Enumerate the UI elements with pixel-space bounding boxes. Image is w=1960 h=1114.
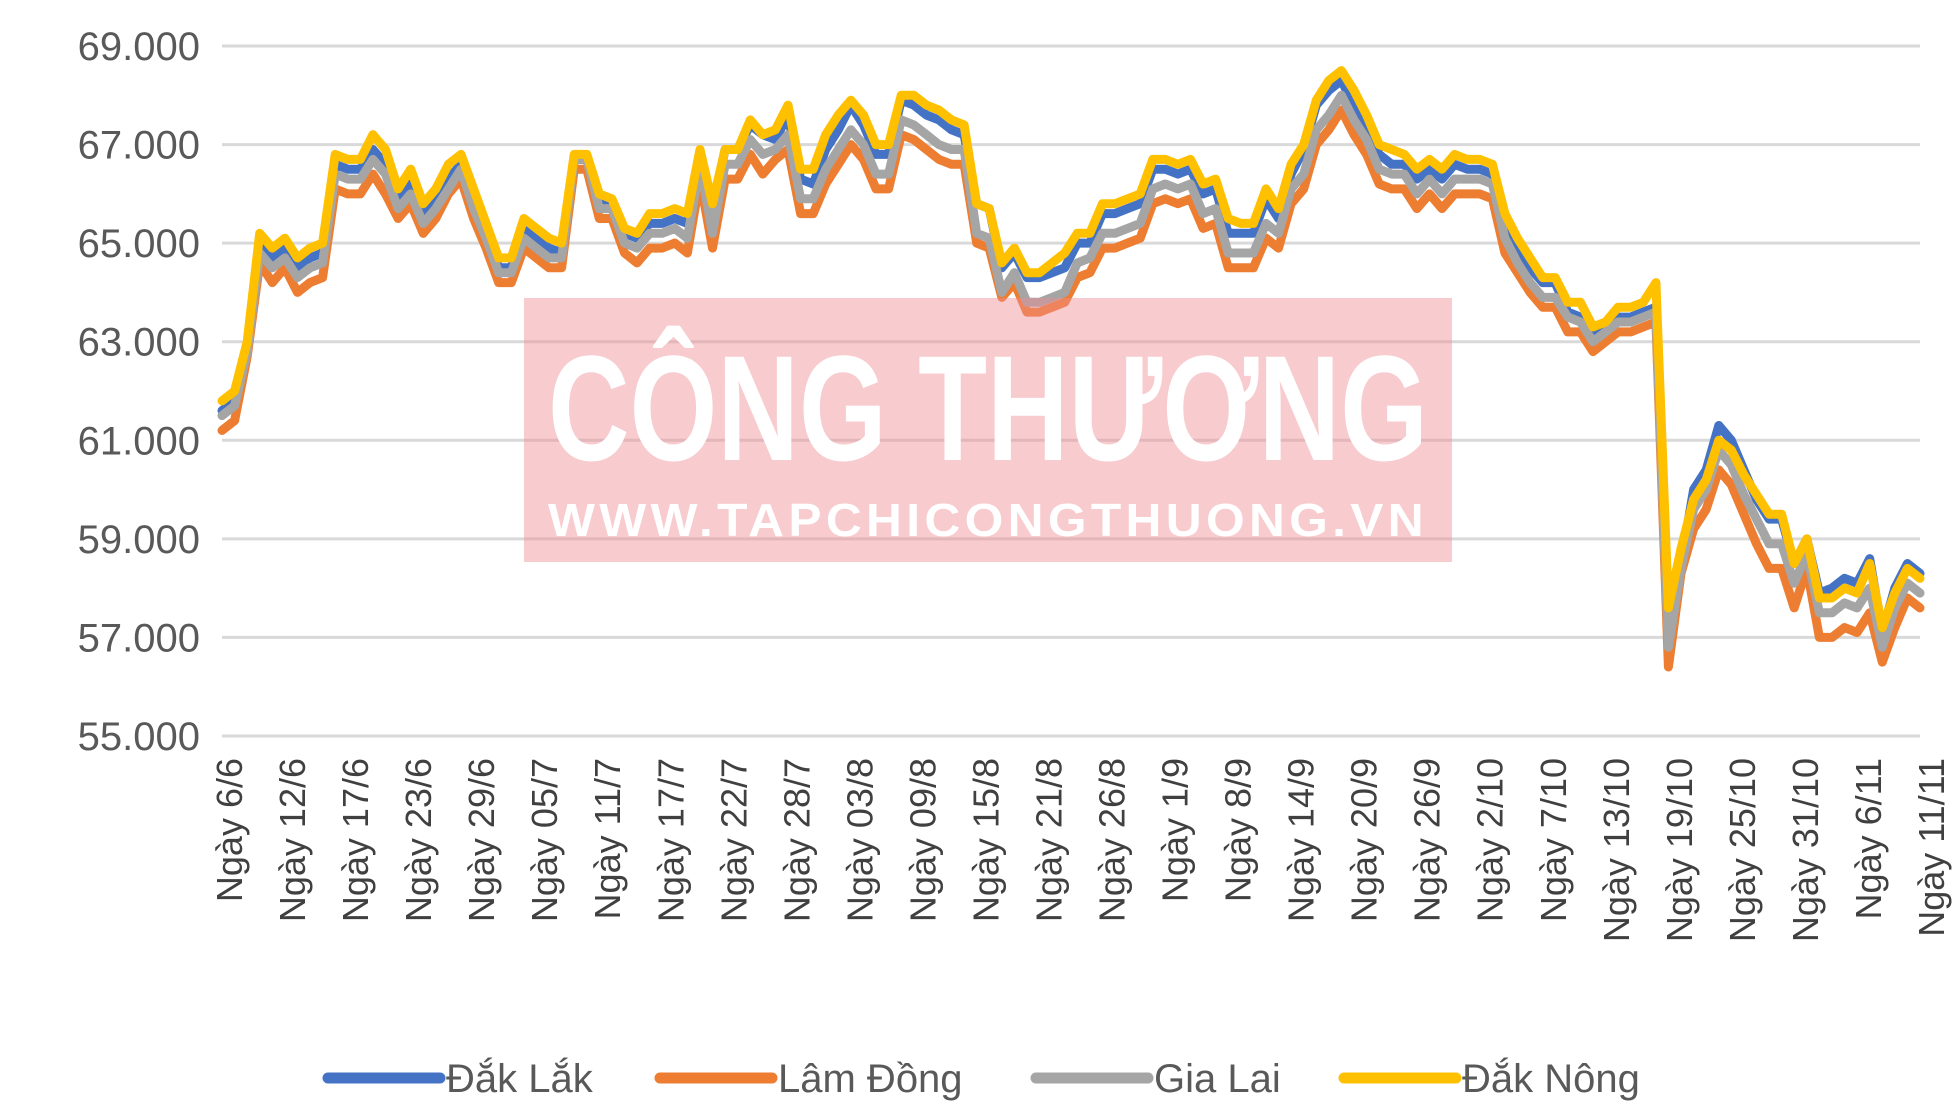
legend-label-2: Gia Lai [1154,1057,1281,1101]
x-tick-label: Ngày 6/11 [1848,758,1889,919]
y-tick-label: 61.000 [78,419,200,463]
x-tick-label: Ngày 6/6 [209,758,250,902]
series-line-3 [217,66,1925,633]
series-lines [217,66,1925,672]
x-tick-label: Ngày 28/7 [776,758,817,922]
x-tick-label: Ngày 20/9 [1344,758,1385,922]
x-tick-label: Ngày 22/7 [713,758,754,922]
y-tick-label: 55.000 [78,715,200,759]
y-tick-label: 67.000 [78,124,200,168]
x-tick-label: Ngày 12/6 [272,758,313,922]
x-tick-label: Ngày 17/7 [650,758,691,922]
x-tick-label: Ngày 29/6 [461,758,502,922]
x-tick-label: Ngày 7/10 [1533,758,1574,922]
series-line-1 [217,105,1925,672]
x-tick-label: Ngày 11/7 [587,758,628,919]
y-tick-label: 69.000 [78,25,200,69]
x-tick-label: Ngày 31/10 [1785,758,1826,942]
y-tick-label: 57.000 [78,616,200,660]
x-tick-label: Ngày 17/6 [335,758,376,922]
y-tick-label: 59.000 [78,518,200,562]
x-axis-ticks: Ngày 6/6 Ngày 12/6 Ngày 17/6 Ngày 23/6 Ngày … [209,758,1952,942]
x-tick-label: Ngày 8/9 [1218,758,1259,902]
watermark-title: CÔNG THƯƠNG [548,324,1428,492]
x-tick-label: Ngày 25/10 [1722,758,1763,942]
x-tick-label: Ngày 05/7 [524,758,565,922]
x-tick-label: Ngày 26/9 [1407,758,1448,922]
x-tick-label: Ngày 21/8 [1028,758,1069,922]
x-tick-label: Ngày 15/8 [965,758,1006,922]
watermark-background [524,298,1452,562]
legend-label-1: Lâm Đồng [778,1057,963,1101]
x-tick-label: Ngày 11/11 [1911,758,1952,937]
y-axis-ticks: 55.000 57.000 59.000 61.000 63.000 65.000 67.0… [78,25,200,759]
x-tick-label: Ngày 09/8 [902,758,943,922]
x-tick-label: Ngày 13/10 [1596,758,1637,942]
x-tick-label: Ngày 26/8 [1092,758,1133,922]
legend: Đắk Lắk Lâm Đồng Gia Lai Đắk Nông [322,1056,1640,1101]
y-tick-label: 65.000 [78,222,200,266]
x-tick-label: Ngày 19/10 [1659,758,1700,942]
series-line-2 [217,90,1925,652]
x-tick-label: Ngày 2/10 [1470,758,1511,922]
x-tick-label: Ngày 14/9 [1281,758,1322,922]
watermark-url: WWW.TAPCHICONGTHUONG.VN [548,494,1428,546]
legend-label-3: Đắk Nông [1462,1056,1640,1101]
y-tick-label: 63.000 [78,321,200,365]
series-line-0 [217,76,1925,637]
watermark: CÔNG THƯƠNG WWW.TAPCHICONGTHUONG.VN [524,298,1452,562]
x-tick-label: Ngày 03/8 [839,758,880,922]
x-tick-label: Ngày 23/6 [398,758,439,922]
x-tick-label: Ngày 1/9 [1155,758,1196,902]
legend-label-0: Đắk Lắk [446,1056,594,1101]
